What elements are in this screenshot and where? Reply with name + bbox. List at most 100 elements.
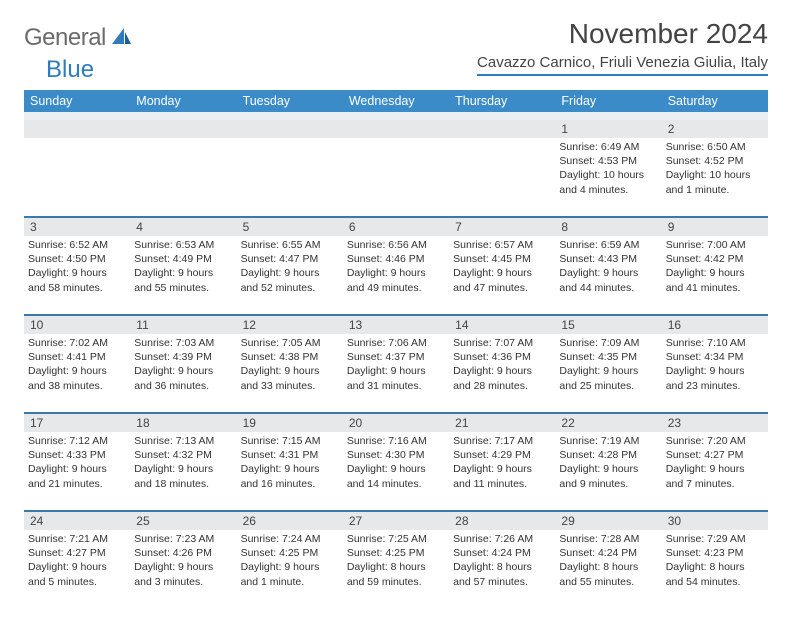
day-info-line: Sunset: 4:43 PM <box>559 252 657 266</box>
day-info-line: Sunrise: 7:29 AM <box>666 532 764 546</box>
day-cell: Sunrise: 7:07 AMSunset: 4:36 PMDaylight:… <box>449 334 555 412</box>
day-info-line: Daylight: 9 hours and 1 minute. <box>241 560 339 588</box>
day-cell: Sunrise: 7:17 AMSunset: 4:29 PMDaylight:… <box>449 432 555 510</box>
day-cell-content: Sunrise: 7:13 AMSunset: 4:32 PMDaylight:… <box>134 434 232 491</box>
day-number: 23 <box>662 414 768 432</box>
day-info-line: Daylight: 9 hours and 3 minutes. <box>134 560 232 588</box>
day-cell <box>130 138 236 216</box>
day-number: 13 <box>343 316 449 334</box>
day-cell: Sunrise: 6:56 AMSunset: 4:46 PMDaylight:… <box>343 236 449 314</box>
day-number: 18 <box>130 414 236 432</box>
day-info-line: Sunset: 4:49 PM <box>134 252 232 266</box>
day-cell: Sunrise: 7:09 AMSunset: 4:35 PMDaylight:… <box>555 334 661 412</box>
day-cell-content: Sunrise: 7:17 AMSunset: 4:29 PMDaylight:… <box>453 434 551 491</box>
day-cell-content: Sunrise: 7:24 AMSunset: 4:25 PMDaylight:… <box>241 532 339 589</box>
day-info-line: Sunrise: 7:20 AM <box>666 434 764 448</box>
day-info-line: Sunrise: 7:17 AM <box>453 434 551 448</box>
day-number: 14 <box>449 316 555 334</box>
day-info-line: Daylight: 9 hours and 16 minutes. <box>241 462 339 490</box>
day-number: 25 <box>130 512 236 530</box>
day-info-line: Sunset: 4:28 PM <box>559 448 657 462</box>
day-cell: Sunrise: 7:28 AMSunset: 4:24 PMDaylight:… <box>555 530 661 608</box>
daynum-row: 12 <box>24 120 768 138</box>
day-number: 20 <box>343 414 449 432</box>
brand-logo: General <box>24 24 134 52</box>
day-info-line: Sunset: 4:26 PM <box>134 546 232 560</box>
calendar-grid: SundayMondayTuesdayWednesdayThursdayFrid… <box>24 90 768 608</box>
day-cell: Sunrise: 6:49 AMSunset: 4:53 PMDaylight:… <box>555 138 661 216</box>
day-info-line: Sunrise: 6:56 AM <box>347 238 445 252</box>
day-number: 19 <box>237 414 343 432</box>
day-cell <box>449 138 555 216</box>
day-cell-content: Sunrise: 6:56 AMSunset: 4:46 PMDaylight:… <box>347 238 445 295</box>
day-number <box>343 120 449 138</box>
week-block: 24252627282930Sunrise: 7:21 AMSunset: 4:… <box>24 510 768 608</box>
day-cell-content: Sunrise: 7:09 AMSunset: 4:35 PMDaylight:… <box>559 336 657 393</box>
day-number: 26 <box>237 512 343 530</box>
day-number: 30 <box>662 512 768 530</box>
day-cell: Sunrise: 6:57 AMSunset: 4:45 PMDaylight:… <box>449 236 555 314</box>
daynum-row: 17181920212223 <box>24 413 768 432</box>
day-info-line: Daylight: 9 hours and 11 minutes. <box>453 462 551 490</box>
day-info-line: Sunset: 4:31 PM <box>241 448 339 462</box>
day-info-line: Sunrise: 7:05 AM <box>241 336 339 350</box>
day-info-line: Sunset: 4:29 PM <box>453 448 551 462</box>
day-info-line: Sunset: 4:30 PM <box>347 448 445 462</box>
day-info-line: Sunrise: 6:49 AM <box>559 140 657 154</box>
day-cell: Sunrise: 7:02 AMSunset: 4:41 PMDaylight:… <box>24 334 130 412</box>
day-info-line: Sunset: 4:35 PM <box>559 350 657 364</box>
day-info-line: Sunrise: 7:03 AM <box>134 336 232 350</box>
day-cell-content: Sunrise: 7:02 AMSunset: 4:41 PMDaylight:… <box>28 336 126 393</box>
day-cell: Sunrise: 7:24 AMSunset: 4:25 PMDaylight:… <box>237 530 343 608</box>
day-info-line: Daylight: 9 hours and 18 minutes. <box>134 462 232 490</box>
day-cell: Sunrise: 7:13 AMSunset: 4:32 PMDaylight:… <box>130 432 236 510</box>
day-info-line: Sunrise: 6:53 AM <box>134 238 232 252</box>
day-cell-content: Sunrise: 7:06 AMSunset: 4:37 PMDaylight:… <box>347 336 445 393</box>
day-cell-content: Sunrise: 7:23 AMSunset: 4:26 PMDaylight:… <box>134 532 232 589</box>
day-cell: Sunrise: 6:52 AMSunset: 4:50 PMDaylight:… <box>24 236 130 314</box>
day-cell-content: Sunrise: 7:20 AMSunset: 4:27 PMDaylight:… <box>666 434 764 491</box>
day-info-line: Daylight: 9 hours and 9 minutes. <box>559 462 657 490</box>
day-cell: Sunrise: 6:50 AMSunset: 4:52 PMDaylight:… <box>662 138 768 216</box>
week-row: Sunrise: 6:49 AMSunset: 4:53 PMDaylight:… <box>24 138 768 216</box>
day-number: 5 <box>237 218 343 236</box>
day-cell-content: Sunrise: 6:55 AMSunset: 4:47 PMDaylight:… <box>241 238 339 295</box>
day-info-line: Daylight: 9 hours and 33 minutes. <box>241 364 339 392</box>
day-info-line: Daylight: 9 hours and 36 minutes. <box>134 364 232 392</box>
day-info-line: Sunrise: 7:12 AM <box>28 434 126 448</box>
dayname-row: SundayMondayTuesdayWednesdayThursdayFrid… <box>24 90 768 112</box>
day-number: 8 <box>555 218 661 236</box>
day-cell-content: Sunrise: 7:07 AMSunset: 4:36 PMDaylight:… <box>453 336 551 393</box>
week-row: Sunrise: 7:02 AMSunset: 4:41 PMDaylight:… <box>24 334 768 412</box>
dayname-label: Sunday <box>24 90 130 112</box>
day-cell: Sunrise: 7:19 AMSunset: 4:28 PMDaylight:… <box>555 432 661 510</box>
day-cell-content: Sunrise: 6:57 AMSunset: 4:45 PMDaylight:… <box>453 238 551 295</box>
day-number <box>24 120 130 138</box>
day-cell: Sunrise: 7:05 AMSunset: 4:38 PMDaylight:… <box>237 334 343 412</box>
day-info-line: Daylight: 9 hours and 25 minutes. <box>559 364 657 392</box>
day-number: 7 <box>449 218 555 236</box>
day-cell-content: Sunrise: 7:28 AMSunset: 4:24 PMDaylight:… <box>559 532 657 589</box>
week-block: 17181920212223 Sunrise: 7:12 AM Sunset: 4:… <box>24 412 768 510</box>
day-info-line: Sunset: 4:53 PM <box>559 154 657 168</box>
day-info-line: Daylight: 9 hours and 31 minutes. <box>347 364 445 392</box>
dayname-label: Monday <box>130 90 236 112</box>
day-number: 1 <box>555 120 661 138</box>
day-info-line: Daylight: 9 hours and 52 minutes. <box>241 266 339 294</box>
day-info-line: Sunrise: 6:59 AM <box>559 238 657 252</box>
day-cell-content: Sunrise: 7:26 AMSunset: 4:24 PMDaylight:… <box>453 532 551 589</box>
day-info-line: Sunrise: 7:25 AM <box>347 532 445 546</box>
day-info-line: Sunrise: 7:10 AM <box>666 336 764 350</box>
dayname-label: Saturday <box>662 90 768 112</box>
day-info-line: Daylight: 9 hours and 38 minutes. <box>28 364 126 392</box>
day-number: 2 <box>662 120 768 138</box>
day-info-line: Sunset: 4:39 PM <box>134 350 232 364</box>
dayname-label: Friday <box>555 90 661 112</box>
day-cell-content: Sunrise: 6:59 AMSunset: 4:43 PMDaylight:… <box>559 238 657 295</box>
day-info-line: Daylight: 9 hours and 23 minutes. <box>666 364 764 392</box>
daynum-row: 24252627282930 <box>24 511 768 530</box>
day-cell: Sunrise: 7:21 AMSunset: 4:27 PMDaylight:… <box>24 530 130 608</box>
day-cell: Sunrise: 7:06 AMSunset: 4:37 PMDaylight:… <box>343 334 449 412</box>
week-row: Sunrise: 7:21 AMSunset: 4:27 PMDaylight:… <box>24 530 768 608</box>
day-number: 11 <box>130 316 236 334</box>
